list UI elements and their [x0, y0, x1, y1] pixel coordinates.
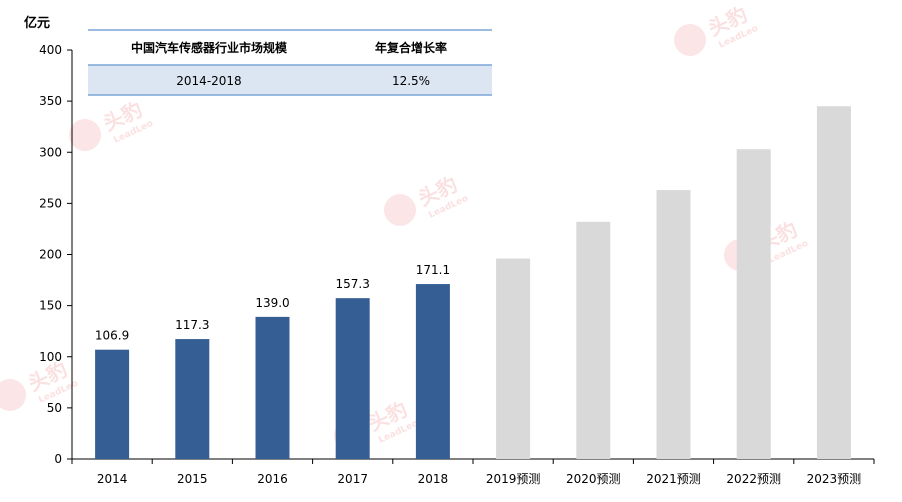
forecast-bar	[576, 221, 611, 459]
forecast-bar	[736, 149, 771, 459]
x-category-label: 2016	[257, 472, 288, 486]
table-cell-period: 2014-2018	[176, 74, 241, 88]
actual-bar	[95, 349, 130, 459]
y-tick-label: 100	[39, 350, 62, 364]
table-header-cagr: 年复合增长率	[375, 40, 447, 55]
bar-value-label: 157.3	[336, 277, 370, 291]
x-category-label: 2018	[418, 472, 449, 486]
x-category-label: 2019预测	[486, 472, 541, 486]
forecast-bar	[816, 106, 851, 460]
forecast-bar	[496, 258, 531, 459]
bar-value-label: 106.9	[95, 329, 129, 343]
y-tick-label: 400	[39, 43, 62, 57]
x-category-label: 2022预测	[726, 472, 781, 486]
y-tick-label: 150	[39, 299, 62, 313]
table-header-market-size: 中国汽车传感器行业市场规模	[131, 40, 288, 55]
y-tick-label: 200	[39, 248, 62, 262]
x-category-label: 2017	[337, 472, 368, 486]
y-tick-label: 350	[39, 94, 62, 108]
actual-bar	[175, 339, 210, 459]
bar-value-label: 117.3	[175, 318, 209, 332]
y-tick-label: 0	[54, 452, 62, 466]
x-category-label: 2021预测	[646, 472, 701, 486]
bar-value-label: 139.0	[255, 296, 289, 310]
actual-bar	[335, 298, 370, 459]
y-tick-label: 50	[47, 401, 62, 415]
y-tick-label: 300	[39, 145, 62, 159]
x-category-label: 2015	[177, 472, 208, 486]
x-category-label: 2020预测	[566, 472, 621, 486]
actual-bar	[255, 316, 290, 459]
y-axis-unit-label: 亿元	[24, 15, 50, 31]
actual-bar	[415, 284, 450, 459]
x-category-label: 2023预测	[807, 472, 862, 486]
forecast-bar	[656, 190, 691, 459]
y-tick-label: 250	[39, 196, 62, 210]
table-header-row	[88, 30, 492, 65]
x-category-label: 2014	[97, 472, 128, 486]
table-cell-cagr: 12.5%	[392, 74, 430, 88]
table-data-row	[88, 65, 492, 95]
bar-value-label: 171.1	[416, 263, 450, 277]
